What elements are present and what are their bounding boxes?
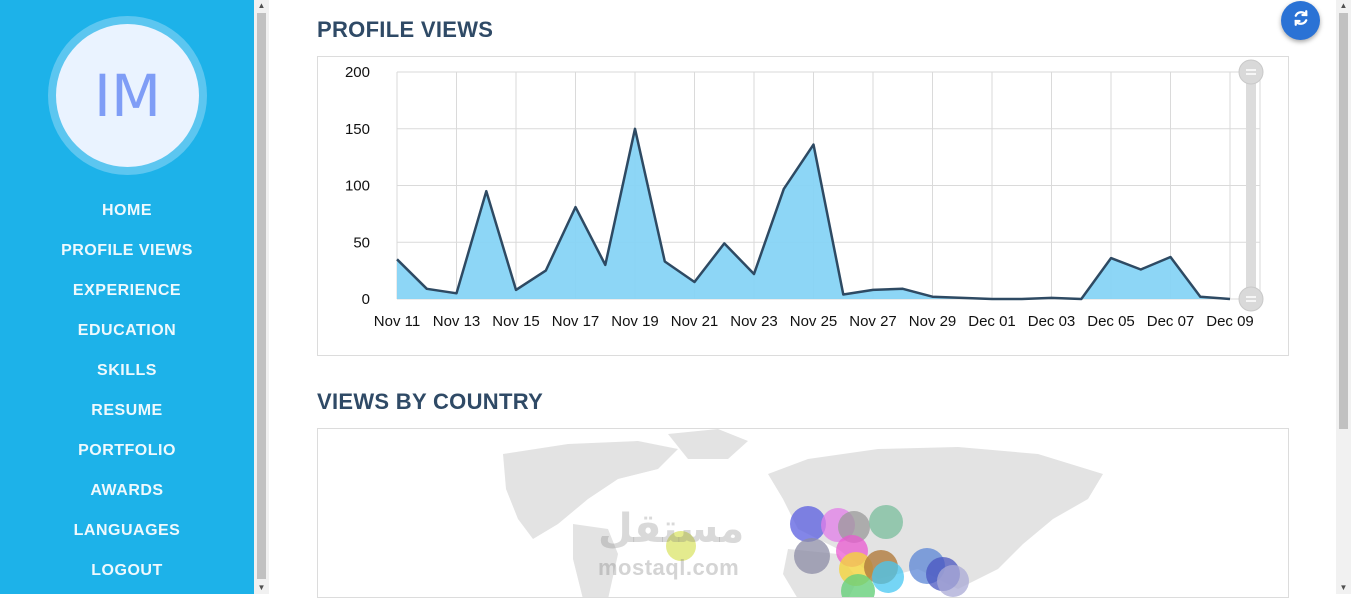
nav-item-awards[interactable]: AWARDS bbox=[0, 471, 254, 511]
map-bubble[interactable] bbox=[838, 511, 870, 543]
map-bubble[interactable] bbox=[937, 565, 969, 597]
nav-item-resume[interactable]: RESUME bbox=[0, 391, 254, 431]
x-tick-label: Nov 11 bbox=[374, 313, 420, 330]
views-by-country-map bbox=[317, 428, 1289, 598]
series-line bbox=[396, 127, 1231, 301]
nav-item-home[interactable]: HOME bbox=[0, 191, 254, 231]
x-tick-label: Dec 07 bbox=[1147, 313, 1195, 330]
x-tick-label: Nov 21 bbox=[671, 313, 719, 330]
profile-views-chart: 0 50 100 150 200 Nov 11 Nov 13 Nov 15 Nov 17 Nov … bbox=[317, 56, 1289, 356]
scroll-up-icon[interactable]: ▲ bbox=[1339, 1, 1348, 10]
range-slider-handle[interactable] bbox=[1238, 286, 1264, 312]
x-tick-label: Nov 13 bbox=[433, 313, 481, 330]
x-tick-label: Dec 09 bbox=[1206, 313, 1254, 330]
x-tick-label: Nov 15 bbox=[492, 313, 540, 330]
y-tick-label: 200 bbox=[345, 64, 370, 81]
views-by-country-title: VIEWS BY COUNTRY bbox=[317, 389, 544, 414]
refresh-button[interactable] bbox=[1281, 1, 1320, 40]
x-tick-label: Nov 27 bbox=[849, 313, 897, 330]
series-area bbox=[397, 128, 1230, 299]
x-tick-label: Nov 17 bbox=[552, 313, 600, 330]
map-bubble[interactable] bbox=[790, 506, 826, 542]
nav-item-skills[interactable]: SKILLS bbox=[0, 351, 254, 391]
y-tick-label: 50 bbox=[353, 234, 370, 251]
y-tick-label: 100 bbox=[345, 178, 370, 195]
x-tick-label: Dec 03 bbox=[1028, 313, 1076, 330]
scroll-down-icon[interactable]: ▼ bbox=[1339, 583, 1348, 592]
avatar-ring: IM bbox=[48, 16, 207, 175]
profile-views-title: PROFILE VIEWS bbox=[317, 17, 494, 42]
scroll-down-icon[interactable]: ▼ bbox=[257, 583, 266, 592]
sidebar: IM HOME PROFILE VIEWS EXPERIENCE EDUCATI… bbox=[0, 0, 254, 594]
x-tick-label: Dec 05 bbox=[1087, 313, 1135, 330]
nav-item-experience[interactable]: EXPERIENCE bbox=[0, 271, 254, 311]
x-tick-label: Dec 01 bbox=[968, 313, 1016, 330]
chart-svg: 0 50 100 150 200 Nov 11 Nov 13 Nov 15 Nov 17 Nov … bbox=[345, 59, 1264, 330]
nav-label: EXPERIENCE bbox=[72, 282, 182, 299]
nav-label: LOGOUT bbox=[91, 562, 163, 579]
sidebar-scrollbar[interactable]: ▲ ▼ bbox=[254, 0, 269, 594]
nav-label: PROFILE VIEWS bbox=[61, 242, 193, 259]
map-bubble[interactable] bbox=[841, 574, 875, 598]
nav-label: RESUME bbox=[91, 402, 163, 419]
nav-label: SKILLS bbox=[97, 362, 157, 379]
nav-label: EDUCATION bbox=[77, 322, 177, 339]
watermark-latin: mostaql.com bbox=[598, 555, 740, 580]
nav-item-education[interactable]: EDUCATION bbox=[0, 311, 254, 351]
y-tick-label: 150 bbox=[345, 121, 370, 138]
y-tick-label: 0 bbox=[362, 291, 370, 308]
nav-label: AWARDS bbox=[90, 482, 164, 499]
map-bubble[interactable] bbox=[794, 538, 830, 574]
watermark-arabic: مستقل bbox=[598, 506, 745, 552]
map-bubble[interactable] bbox=[869, 505, 903, 539]
nav-label: HOME bbox=[102, 202, 152, 219]
main-scrollbar[interactable]: ▲ ▼ bbox=[1336, 0, 1351, 594]
map-bubble[interactable] bbox=[872, 561, 904, 593]
refresh-icon bbox=[1292, 9, 1310, 32]
range-slider-track bbox=[1246, 72, 1256, 299]
x-tick-label: Nov 19 bbox=[611, 313, 659, 330]
nav-label: LANGUAGES bbox=[73, 522, 181, 539]
nav-label: PORTFOLIO bbox=[78, 442, 176, 459]
country-bubbles bbox=[666, 505, 969, 598]
nav-item-logout[interactable]: LOGOUT bbox=[0, 551, 254, 591]
avatar[interactable]: IM bbox=[56, 24, 199, 167]
nav-item-profile-views[interactable]: PROFILE VIEWS bbox=[0, 231, 254, 271]
nav-item-languages[interactable]: LANGUAGES bbox=[0, 511, 254, 551]
sidebar-nav: HOME PROFILE VIEWS EXPERIENCE EDUCATION … bbox=[0, 191, 254, 591]
world-map bbox=[503, 429, 1103, 598]
x-tick-label: Nov 29 bbox=[909, 313, 957, 330]
x-tick-label: Nov 25 bbox=[790, 313, 838, 330]
nav-item-portfolio[interactable]: PORTFOLIO bbox=[0, 431, 254, 471]
range-slider-handle[interactable] bbox=[1238, 59, 1264, 85]
main-scroll-thumb[interactable] bbox=[1339, 13, 1348, 429]
scroll-up-icon[interactable]: ▲ bbox=[257, 1, 266, 10]
x-tick-label: Nov 23 bbox=[730, 313, 778, 330]
map-bubble[interactable] bbox=[666, 531, 696, 561]
sidebar-scroll-thumb[interactable] bbox=[257, 13, 266, 579]
